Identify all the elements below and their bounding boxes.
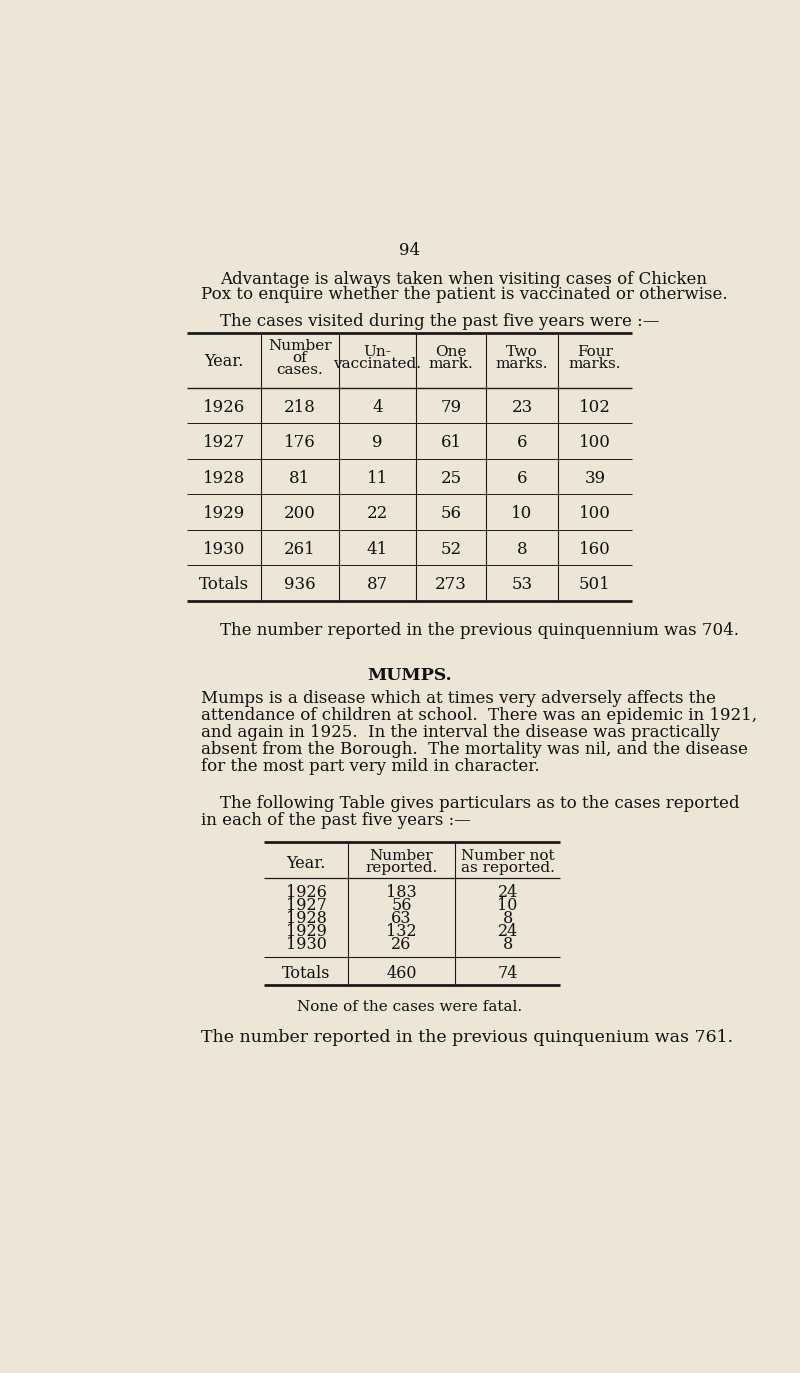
Text: for the most part very mild in character.: for the most part very mild in character… xyxy=(201,758,539,774)
Text: Year.: Year. xyxy=(286,854,326,872)
Text: Four: Four xyxy=(577,345,613,358)
Text: Number: Number xyxy=(370,849,434,862)
Text: 52: 52 xyxy=(441,541,462,557)
Text: Number: Number xyxy=(268,339,332,353)
Text: 24: 24 xyxy=(498,884,518,901)
Text: 94: 94 xyxy=(399,242,421,258)
Text: in each of the past five years :—: in each of the past five years :— xyxy=(201,811,470,828)
Text: 102: 102 xyxy=(579,398,610,416)
Text: 10: 10 xyxy=(498,897,518,914)
Text: 56: 56 xyxy=(391,897,412,914)
Text: 261: 261 xyxy=(284,541,316,557)
Text: The cases visited during the past five years were :—: The cases visited during the past five y… xyxy=(220,313,659,331)
Text: 8: 8 xyxy=(502,910,513,927)
Text: 39: 39 xyxy=(584,470,606,486)
Text: 22: 22 xyxy=(367,505,388,522)
Text: 9: 9 xyxy=(372,434,382,452)
Text: of: of xyxy=(293,351,307,365)
Text: 8: 8 xyxy=(517,541,527,557)
Text: Number not: Number not xyxy=(461,849,554,862)
Text: Mumps is a disease which at times very adversely affects the: Mumps is a disease which at times very a… xyxy=(201,689,716,707)
Text: attendance of children at school.  There was an epidemic in 1921,: attendance of children at school. There … xyxy=(201,707,757,724)
Text: 100: 100 xyxy=(579,505,610,522)
Text: vaccinated.: vaccinated. xyxy=(334,357,422,371)
Text: The number reported in the previous quinquenium was 761.: The number reported in the previous quin… xyxy=(201,1030,733,1046)
Text: 11: 11 xyxy=(367,470,388,486)
Text: 1927: 1927 xyxy=(286,897,326,914)
Text: absent from the Borough.  The mortality was nil, and the disease: absent from the Borough. The mortality w… xyxy=(201,740,748,758)
Text: 81: 81 xyxy=(290,470,310,486)
Text: 24: 24 xyxy=(498,923,518,941)
Text: 23: 23 xyxy=(511,398,533,416)
Text: and again in 1925.  In the interval the disease was practically: and again in 1925. In the interval the d… xyxy=(201,724,720,741)
Text: mark.: mark. xyxy=(429,357,474,371)
Text: Year.: Year. xyxy=(204,353,244,369)
Text: One: One xyxy=(435,345,467,358)
Text: The number reported in the previous quinquennium was 704.: The number reported in the previous quin… xyxy=(220,622,739,640)
Text: 87: 87 xyxy=(367,575,388,593)
Text: 1928: 1928 xyxy=(203,470,245,486)
Text: Two: Two xyxy=(506,345,538,358)
Text: 1928: 1928 xyxy=(286,910,326,927)
Text: 4: 4 xyxy=(372,398,382,416)
Text: 53: 53 xyxy=(511,575,533,593)
Text: 8: 8 xyxy=(502,936,513,953)
Text: 1930: 1930 xyxy=(286,936,326,953)
Text: 100: 100 xyxy=(579,434,610,452)
Text: 6: 6 xyxy=(517,434,527,452)
Text: 218: 218 xyxy=(284,398,316,416)
Text: Advantage is always taken when visiting cases of Chicken: Advantage is always taken when visiting … xyxy=(220,270,707,288)
Text: 176: 176 xyxy=(284,434,316,452)
Text: 936: 936 xyxy=(284,575,316,593)
Text: 26: 26 xyxy=(391,936,412,953)
Text: Pox to enquire whether the patient is vaccinated or otherwise.: Pox to enquire whether the patient is va… xyxy=(201,287,727,303)
Text: 61: 61 xyxy=(441,434,462,452)
Text: 183: 183 xyxy=(386,884,417,901)
Text: 132: 132 xyxy=(386,923,417,941)
Text: 1926: 1926 xyxy=(286,884,326,901)
Text: 25: 25 xyxy=(441,470,462,486)
Text: 1927: 1927 xyxy=(203,434,245,452)
Text: marks.: marks. xyxy=(569,357,621,371)
Text: 6: 6 xyxy=(517,470,527,486)
Text: cases.: cases. xyxy=(277,364,323,378)
Text: 63: 63 xyxy=(391,910,412,927)
Text: 200: 200 xyxy=(284,505,316,522)
Text: None of the cases were fatal.: None of the cases were fatal. xyxy=(298,1000,522,1015)
Text: 1926: 1926 xyxy=(203,398,245,416)
Text: 41: 41 xyxy=(367,541,388,557)
Text: 74: 74 xyxy=(498,965,518,982)
Text: The following Table gives particulars as to the cases reported: The following Table gives particulars as… xyxy=(220,795,740,811)
Text: marks.: marks. xyxy=(496,357,548,371)
Text: 273: 273 xyxy=(435,575,467,593)
Text: Totals: Totals xyxy=(199,575,249,593)
Text: 10: 10 xyxy=(511,505,533,522)
Text: 56: 56 xyxy=(441,505,462,522)
Text: reported.: reported. xyxy=(366,861,438,875)
Text: Un-: Un- xyxy=(363,345,391,358)
Text: MUMPS.: MUMPS. xyxy=(368,667,452,684)
Text: as reported.: as reported. xyxy=(461,861,554,875)
Text: 501: 501 xyxy=(579,575,610,593)
Text: 1929: 1929 xyxy=(286,923,326,941)
Text: 460: 460 xyxy=(386,965,417,982)
Text: 160: 160 xyxy=(579,541,610,557)
Text: 79: 79 xyxy=(441,398,462,416)
Text: 1929: 1929 xyxy=(203,505,245,522)
Text: 1930: 1930 xyxy=(203,541,245,557)
Text: Totals: Totals xyxy=(282,965,330,982)
